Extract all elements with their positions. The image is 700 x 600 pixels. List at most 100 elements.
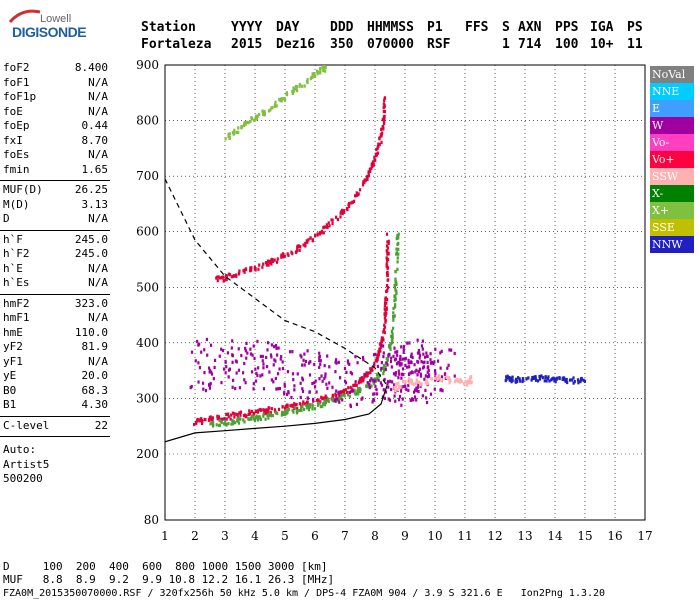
echo-point [254,379,258,383]
profile-line [165,178,388,386]
echo-point [414,381,417,386]
echo-point [393,358,397,362]
echo-point [285,93,289,97]
echo-point [381,131,384,135]
echo-point [230,275,233,279]
echo-point [239,417,242,421]
echo-point [300,406,303,410]
echo-point [331,397,334,401]
echo-point [344,388,348,392]
echo-point [517,376,520,380]
echo-point [341,209,344,213]
echo-point [288,350,292,354]
echo-point [396,382,399,386]
echo-point [270,355,273,359]
echo-point [322,402,325,406]
echo-point [224,371,227,375]
echo-point [415,378,418,382]
echo-point [397,232,400,236]
echo-point [389,359,393,364]
echo-point [568,378,572,382]
echo-point [547,375,550,379]
echo-point [218,354,221,358]
echo-point [236,413,239,417]
echo-point [397,252,400,256]
echo-point [193,422,196,427]
echo-point [426,375,429,379]
echo-point [393,299,396,303]
echo-point [249,352,253,356]
echo-point [292,378,295,382]
echo-point [371,368,374,372]
echo-point [394,288,397,292]
echo-point [305,406,309,410]
echo-point [349,385,352,390]
echo-point [322,231,325,235]
echo-point [318,351,321,355]
echo-point [292,410,295,414]
echo-point [433,387,436,391]
echo-point [360,380,363,384]
echo-point [394,389,397,393]
echo-point [362,377,365,382]
echo-point [307,403,311,407]
echo-point [418,356,421,360]
echo-point [237,368,241,372]
x-tick-label: 3 [221,529,229,543]
header-value: 714 [518,37,542,52]
echo-point [393,314,396,318]
echo-point [318,377,321,381]
echo-point [416,351,420,355]
echo-point [264,261,268,265]
echo-point [274,343,278,348]
echo-point [326,354,329,358]
echo-point [324,225,327,229]
echo-point [314,385,317,389]
echo-point [271,106,274,110]
echo-point [330,218,333,222]
echo-point [385,311,388,316]
echo-point [258,415,261,419]
y-tick-label: 80 [144,513,159,527]
param-name: yF2 [3,340,23,353]
echo-point [383,323,386,327]
echo-point [218,418,221,423]
header-label: Station [141,20,196,35]
echo-point [440,349,443,353]
echo-point [265,408,268,412]
echo-point [354,383,357,387]
echo-point [439,366,442,370]
echo-point [291,372,295,376]
y-tick-label: 900 [136,58,159,72]
header-value: 070000 [367,37,414,52]
echo-point [325,382,328,386]
echo-point [245,356,248,360]
echo-point [383,396,386,400]
echo-point [334,398,337,402]
echo-point [237,130,240,135]
param-value: 8.70 [81,133,109,147]
echo-point [270,378,273,382]
echo-point [382,372,385,376]
echo-point [231,353,234,357]
echo-point [370,166,373,170]
echo-point [383,325,387,329]
y-tick-label: 500 [136,280,159,294]
echo-point [256,410,260,414]
echo-point [223,278,226,283]
echo-point [415,398,418,402]
echo-point [272,363,275,367]
echo-point [227,132,230,137]
echo-point [396,350,399,354]
echo-point [216,279,219,283]
echo-point [387,385,390,389]
echo-point [319,71,322,75]
echo-point [434,375,437,379]
echo-point [386,273,389,277]
echo-point [379,349,382,353]
echo-point [231,422,235,426]
echo-point [343,393,346,397]
x-tick-label: 13 [517,529,532,543]
echo-point [231,339,234,343]
echo-point [398,372,401,376]
